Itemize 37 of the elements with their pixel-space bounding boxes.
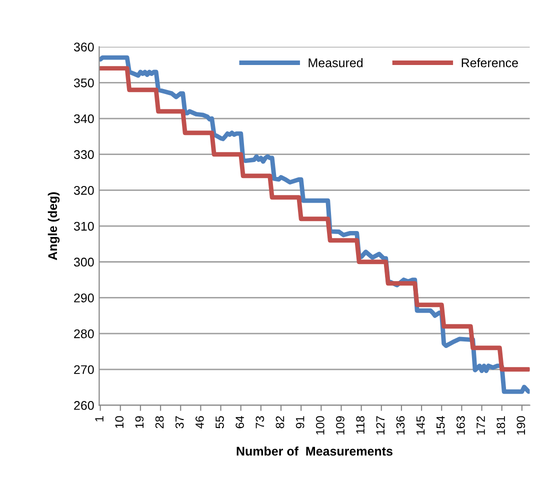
x-tick-label: 181 <box>496 416 506 434</box>
x-tick-label: 145 <box>416 416 425 434</box>
y-tick-label: 310 <box>74 222 94 231</box>
legend-label: Reference <box>462 58 518 68</box>
x-tick-label: 82 <box>276 416 284 428</box>
x-tick-label: 118 <box>356 416 364 434</box>
y-tick-label: 320 <box>74 186 94 195</box>
x-tick-label: 109 <box>336 416 344 434</box>
y-tick-label: 260 <box>74 401 94 410</box>
x-tick-label: 73 <box>256 416 264 428</box>
y-tick-label: 360 <box>74 42 94 52</box>
x-tick-label: 127 <box>376 416 384 434</box>
y-tick-label: 300 <box>74 258 94 267</box>
x-tick-label: 172 <box>476 416 485 434</box>
x-tick-label: 10 <box>115 416 124 428</box>
x-tick-label: 37 <box>175 416 184 428</box>
legend-label: Measured <box>308 58 363 68</box>
x-tick-label: 28 <box>155 416 164 428</box>
x-tick-label: 55 <box>216 416 224 428</box>
y-tick-label: 290 <box>74 294 94 302</box>
y-tick-label: 350 <box>74 78 94 88</box>
x-axis-title: Number of Measurements <box>236 446 392 456</box>
y-tick-label: 270 <box>74 365 94 374</box>
x-tick-label: 154 <box>436 416 445 434</box>
y-axis-title: Angle (deg) <box>48 192 60 260</box>
y-tick-label: 340 <box>74 114 94 124</box>
x-tick-label: 163 <box>456 416 465 434</box>
x-tick-label: 19 <box>135 416 144 428</box>
x-tick-label: 91 <box>296 416 304 428</box>
x-tick-label: 1 <box>95 416 104 422</box>
x-tick-label: 136 <box>396 416 405 434</box>
x-tick-label: 64 <box>236 416 244 428</box>
x-tick-label: 190 <box>516 416 526 434</box>
x-tick-label: 46 <box>196 416 204 429</box>
x-tick-label: 100 <box>316 416 324 434</box>
y-tick-label: 330 <box>74 150 94 160</box>
y-tick-label: 280 <box>74 329 94 338</box>
